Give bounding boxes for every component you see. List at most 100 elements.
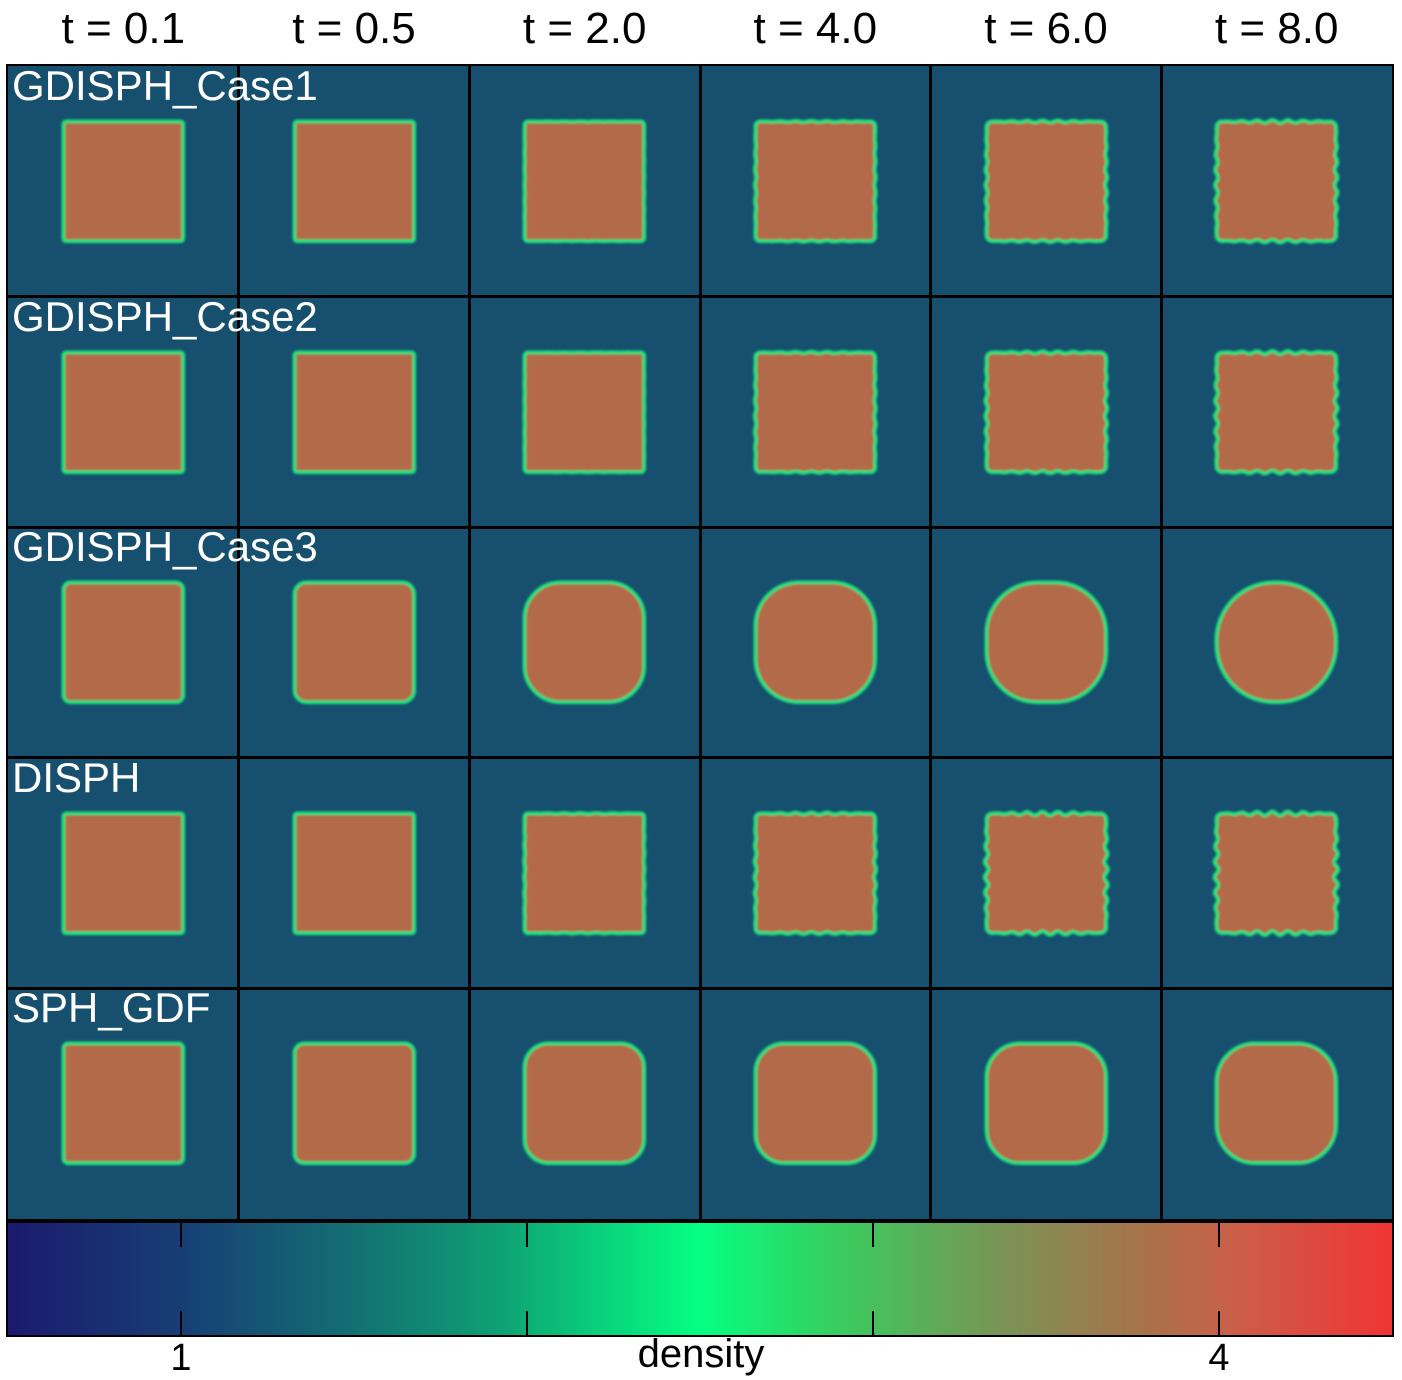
colorbar-tick [180, 1311, 182, 1335]
density-panel [238, 66, 470, 297]
density-panel [8, 757, 239, 989]
density-field [700, 757, 931, 989]
density-field [700, 988, 931, 1219]
panel-divider [8, 525, 1392, 529]
density-field [700, 527, 931, 758]
density-panel [1161, 988, 1392, 1219]
panel-divider [929, 66, 933, 1219]
column-title: t = 2.0 [522, 4, 647, 53]
column-title: t = 4.0 [753, 4, 878, 53]
high-density-square [61, 119, 186, 244]
density-field [469, 66, 700, 297]
density-panel [238, 527, 470, 758]
high-density-square [753, 580, 878, 705]
high-density-square [1213, 348, 1341, 476]
high-density-square [752, 810, 879, 936]
density-field [1161, 757, 1392, 989]
colorbar-tick [526, 1311, 528, 1335]
colorbar-tick [872, 1311, 874, 1335]
density-panel [8, 527, 239, 758]
high-density-square [522, 810, 647, 936]
density-panel [469, 757, 700, 989]
density-field [930, 757, 1162, 989]
panel-divider [8, 986, 1392, 990]
panel-divider [8, 295, 1392, 299]
density-panel [469, 66, 700, 297]
density-field [8, 988, 239, 1219]
colorbar-tick-label: 1 [170, 1337, 192, 1379]
high-density-square [982, 809, 1110, 937]
high-density-square [752, 349, 878, 475]
column-title: t = 0.5 [292, 4, 416, 53]
high-density-square [522, 1041, 647, 1166]
density-field [1161, 527, 1392, 758]
density-panel [930, 66, 1162, 297]
high-density-square [61, 580, 186, 705]
panel-divider [698, 66, 702, 1219]
density-panel [469, 527, 700, 758]
density-field [930, 988, 1162, 1219]
density-panel [469, 988, 700, 1219]
colorbar-label: density [637, 1332, 765, 1376]
high-density-square [1214, 1041, 1339, 1166]
density-panel [700, 757, 931, 989]
density-panel [930, 296, 1162, 528]
high-density-square [61, 1041, 186, 1166]
column-title: t = 6.0 [984, 4, 1108, 53]
density-field [1161, 296, 1392, 528]
density-panel [8, 66, 239, 297]
density-field [700, 66, 931, 297]
high-density-square [292, 811, 416, 935]
column-title: t = 0.1 [61, 4, 186, 53]
density-panel [1161, 296, 1392, 528]
row-label: SPH_GDF [12, 984, 211, 1032]
density-field [238, 757, 470, 989]
density-field [930, 296, 1162, 528]
density-field [1161, 66, 1392, 297]
colorbar-tick [526, 1223, 528, 1247]
panel-grid: GDISPH_Case1 GDISPH_Case2 GDISPH_Case3 DISP… [6, 64, 1394, 1221]
high-density-square [292, 350, 416, 474]
high-density-square [61, 811, 186, 935]
high-density-square [984, 1041, 1108, 1166]
density-panel [930, 527, 1162, 758]
density-field [8, 296, 239, 528]
panel-divider [8, 756, 1392, 760]
colorbar-tick-label: 4 [1208, 1337, 1230, 1379]
density-field [930, 527, 1162, 758]
panel-divider [237, 66, 241, 1219]
density-field [8, 66, 239, 297]
density-panel [1161, 757, 1392, 989]
density-panel [469, 296, 700, 528]
high-density-square [984, 580, 1108, 705]
density-field [238, 296, 470, 528]
density-field [700, 296, 931, 528]
density-panel [238, 757, 470, 989]
density-field [238, 988, 470, 1219]
density-field [1161, 988, 1392, 1219]
panel-divider [467, 66, 471, 1219]
high-density-square [753, 1041, 878, 1166]
density-field [8, 527, 239, 758]
high-density-square [292, 580, 416, 705]
high-density-square [983, 348, 1109, 475]
density-colorbar [6, 1221, 1394, 1337]
row-label: GDISPH_Case2 [12, 292, 318, 340]
density-panel [1161, 527, 1392, 758]
colorbar-tick [1218, 1311, 1220, 1335]
density-panel [700, 66, 931, 297]
high-density-square [292, 119, 416, 244]
density-panel [238, 988, 470, 1219]
row-label: DISPH [12, 753, 141, 801]
density-panel [700, 988, 931, 1219]
high-density-square [983, 118, 1109, 245]
panel-divider [1159, 66, 1163, 1219]
high-density-square [1213, 118, 1340, 245]
colorbar-tick [872, 1223, 874, 1247]
density-field [930, 66, 1162, 297]
colorbar-tick [180, 1223, 182, 1247]
density-field [469, 757, 700, 989]
row-label: GDISPH_Case3 [12, 523, 318, 571]
high-density-square [522, 580, 647, 705]
